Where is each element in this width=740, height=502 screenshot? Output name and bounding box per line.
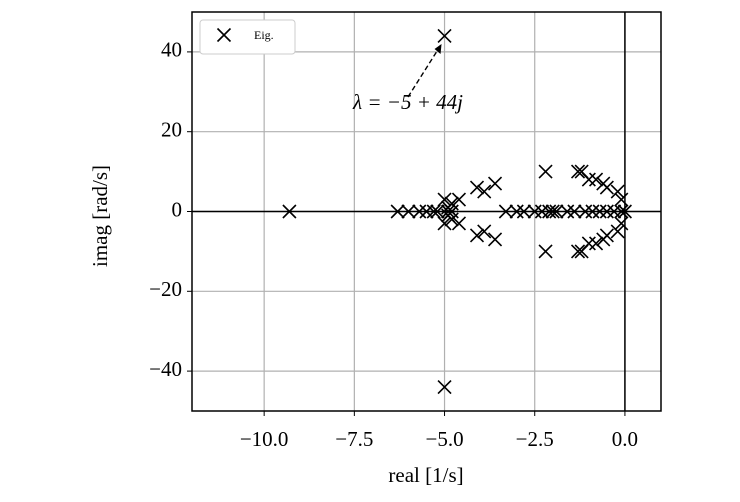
point bbox=[599, 228, 614, 243]
point bbox=[477, 184, 492, 199]
point bbox=[451, 192, 467, 207]
point bbox=[437, 379, 452, 395]
point bbox=[614, 204, 629, 219]
y-tick-label: 0 bbox=[172, 197, 183, 221]
point bbox=[487, 176, 503, 191]
point bbox=[599, 180, 614, 195]
y-tick-label: −40 bbox=[149, 357, 182, 381]
point bbox=[509, 204, 524, 219]
y-tick-label: 40 bbox=[161, 38, 182, 62]
point bbox=[498, 204, 513, 219]
point bbox=[441, 208, 456, 223]
point bbox=[538, 164, 553, 179]
x-tick-label: −2.5 bbox=[516, 427, 554, 451]
point bbox=[581, 236, 596, 251]
point bbox=[426, 204, 441, 219]
point bbox=[451, 216, 467, 231]
point bbox=[585, 204, 600, 219]
point bbox=[419, 204, 434, 219]
point bbox=[570, 164, 586, 179]
point bbox=[549, 204, 564, 219]
point bbox=[390, 204, 405, 219]
point bbox=[610, 184, 625, 199]
point bbox=[538, 244, 553, 259]
point bbox=[542, 204, 557, 219]
point bbox=[441, 204, 456, 219]
plot-frame bbox=[191, 11, 662, 412]
legend-label: Eig. bbox=[254, 28, 274, 42]
x-tick-label: −10.0 bbox=[240, 427, 289, 451]
point bbox=[560, 204, 575, 219]
point bbox=[610, 224, 625, 239]
point bbox=[599, 204, 614, 219]
legend-box bbox=[199, 19, 296, 55]
y-tick-label: −20 bbox=[149, 277, 182, 301]
point bbox=[437, 216, 452, 231]
point bbox=[401, 204, 416, 219]
point bbox=[607, 204, 622, 219]
x-tick-label: −7.5 bbox=[335, 427, 373, 451]
point bbox=[588, 172, 604, 187]
x-axis-label: real [1/s] bbox=[388, 463, 463, 487]
point bbox=[588, 236, 604, 251]
point bbox=[570, 244, 586, 259]
point bbox=[578, 204, 593, 219]
annotation: λ = −5 + 44j bbox=[352, 90, 463, 114]
point bbox=[534, 204, 550, 219]
point bbox=[527, 204, 542, 219]
point bbox=[469, 228, 485, 243]
point bbox=[516, 204, 531, 219]
point bbox=[487, 232, 503, 247]
point bbox=[412, 204, 427, 219]
point bbox=[469, 180, 485, 195]
y-tick-label: 20 bbox=[161, 118, 182, 142]
point bbox=[430, 204, 445, 219]
x-tick-label: 0.0 bbox=[612, 427, 638, 451]
point bbox=[617, 204, 632, 219]
point bbox=[581, 172, 596, 187]
y-axis-label: imag [rad/s] bbox=[88, 165, 112, 267]
legend: Eig. bbox=[199, 19, 296, 55]
point bbox=[437, 28, 452, 44]
x-tick-label: −5.0 bbox=[425, 427, 463, 451]
point bbox=[614, 192, 629, 207]
point bbox=[592, 204, 607, 219]
point bbox=[282, 204, 297, 219]
point bbox=[614, 216, 629, 231]
point bbox=[545, 204, 560, 219]
point bbox=[567, 204, 582, 219]
legend-marker bbox=[216, 27, 232, 43]
point bbox=[437, 192, 452, 207]
point bbox=[477, 224, 492, 239]
annotation-arrowhead bbox=[434, 43, 442, 54]
annotation-arrow bbox=[407, 43, 443, 98]
